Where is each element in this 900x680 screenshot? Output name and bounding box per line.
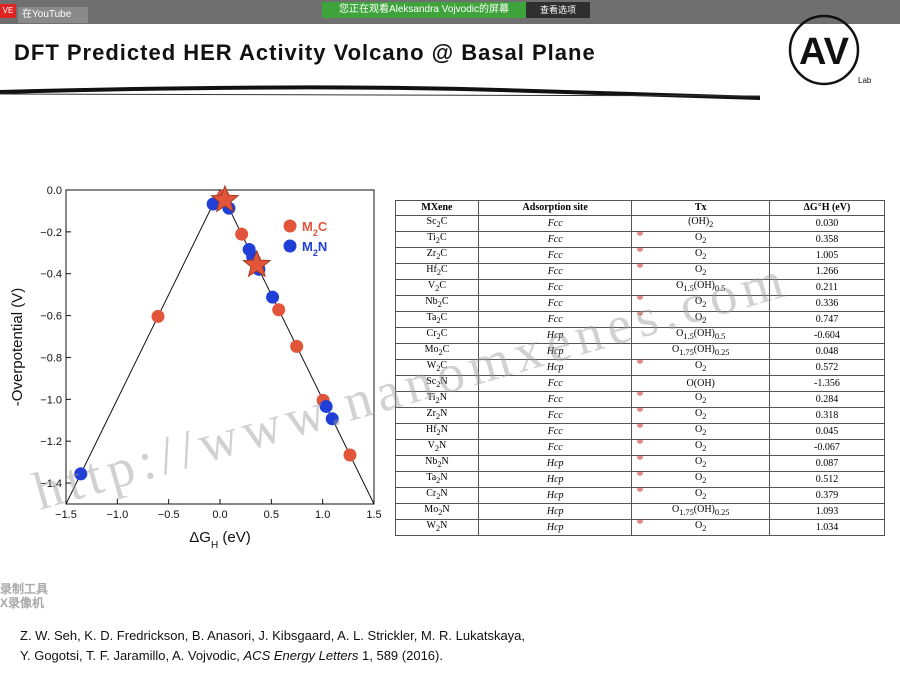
cell-dg: 0.087	[768, 455, 886, 472]
table-row: W2N Hcp * O2 1.034	[395, 517, 886, 536]
m2c-point	[343, 448, 357, 462]
x-tick-label: 0.0	[212, 509, 227, 521]
asterisk-mark: *	[636, 229, 644, 244]
asterisk-mark: *	[636, 469, 644, 484]
m2n-point	[266, 290, 280, 304]
asterisk-mark: *	[636, 517, 644, 532]
screen-share-banner: 您正在观看Aleksandra Vojvodic的屏幕	[322, 2, 526, 18]
table-row: Nb2C Fcc * O2 0.336	[395, 293, 886, 312]
legend-m2n-label: M2N	[302, 239, 327, 258]
x-tick-label: 1.5	[366, 509, 381, 521]
y-tick-label: −0.6	[40, 311, 62, 323]
y-tick-label: −1.2	[40, 436, 62, 448]
m2n-point	[325, 412, 339, 426]
table-row: Ti2C Fcc * O2 0.358	[395, 229, 886, 248]
m2c-point	[272, 303, 286, 317]
cell-mxene: Sc2C	[395, 215, 479, 232]
svg-text:AV: AV	[799, 31, 850, 73]
cell-tx: * O2	[631, 421, 770, 440]
table-row: Hf2C Fcc * O2 1.266	[395, 261, 886, 280]
m2n-point	[319, 399, 333, 413]
table-row: Sc2N Fcc O(OH) -1.356	[395, 375, 886, 392]
asterisk-mark: *	[636, 293, 644, 308]
asterisk-mark: *	[636, 405, 644, 420]
y-tick-label: −0.2	[40, 227, 62, 239]
legend-m2c-label: M2C	[302, 219, 328, 238]
asterisk-mark: *	[636, 261, 644, 276]
citation-authors: Z. W. Seh, K. D. Fredrickson, B. Anasori…	[20, 628, 526, 643]
asterisk-mark: *	[636, 245, 644, 260]
y-tick-label: −1.0	[40, 394, 62, 406]
cell-mxene: W2N	[395, 519, 479, 536]
asterisk-mark: *	[636, 357, 644, 372]
x-axis-label: ΔGH (eV)	[189, 529, 250, 550]
slide-title: DFT Predicted HER Activity Volcano @ Bas…	[14, 40, 596, 65]
y-tick-label: 0.0	[47, 185, 62, 197]
x-tick-label: 1.0	[315, 509, 330, 521]
legend-m2c-marker	[283, 219, 297, 233]
asterisk-mark: *	[636, 485, 644, 500]
cell-tx: * O2	[631, 309, 770, 328]
table-row: Ti2N Fcc * O2 0.284	[395, 389, 886, 408]
m2c-point	[151, 309, 165, 323]
citation-line2: Y. Gogotsi, T. F. Jaramillo, A. Vojvodic…	[20, 646, 525, 666]
av-lab-logo: AV	[788, 14, 860, 86]
m2n-point	[206, 197, 220, 211]
asterisk-mark: *	[636, 437, 644, 452]
screen-share-toolbar: VE 在YouTube 您正在观看Aleksandra Vojvodic的屏幕 …	[0, 0, 900, 24]
cell-mxene: Ti2C	[395, 231, 479, 248]
m2c-point	[290, 339, 304, 353]
cell-mxene: Mo2C	[395, 343, 479, 360]
watermark: http://www.nanomxenes.com	[27, 248, 796, 521]
table-row: Cr2C Hcp O1.5(OH)0.5 -0.604	[395, 327, 886, 344]
x-tick-label: −0.5	[158, 509, 180, 521]
record-tool-line2: X录像机	[0, 596, 45, 610]
asterisk-mark: *	[636, 421, 644, 436]
table-row: Hf2N Fcc * O2 0.045	[395, 421, 886, 440]
table-row: Mo2C Hcp O1.75(OH)0.25 0.048	[395, 343, 886, 360]
record-tool-overlay: 录制工具 X录像机	[0, 582, 48, 610]
y-axis-label: -Overpotential (V)	[9, 288, 26, 406]
star-marker	[242, 249, 272, 278]
citation-authors-2: Y. Gogotsi, T. F. Jaramillo, A. Vojvodic…	[20, 648, 244, 663]
citation-volume: 1, 589 (2016).	[358, 648, 443, 663]
y-tick-label: −0.8	[40, 352, 62, 364]
cell-tx: * O2	[631, 517, 770, 536]
cell-dg: 1.034	[768, 519, 886, 536]
x-tick-label: −1.0	[106, 509, 128, 521]
table-row: Sc2C Fcc (OH)2 0.030	[395, 215, 886, 232]
svg-text:http://www.nanomxenes.com: http://www.nanomxenes.com	[27, 248, 796, 521]
cell-tx: O1.75(OH)0.25	[631, 343, 770, 360]
volcano-chart: −1.5 −1.0 −0.5 0.0 0.5 1.0 1.5 0.0 −0.2 −0.4 −0.6 −…	[9, 184, 382, 550]
title-underline	[0, 85, 760, 100]
citation: Z. W. Seh, K. D. Fredrickson, B. Anasori…	[20, 626, 525, 666]
legend-m2n-marker	[283, 239, 297, 253]
cell-mxene: Cr2C	[395, 327, 479, 344]
cell-mxene: Nb2C	[395, 295, 479, 312]
asterisk-mark: *	[636, 453, 644, 468]
cell-mxene: Zr2N	[395, 407, 479, 424]
m2n-point	[74, 467, 88, 481]
asterisk-mark: *	[636, 309, 644, 324]
view-options-button[interactable]: 查看选项	[526, 2, 590, 18]
table-row: Zr2N Fcc * O2 0.318	[395, 405, 886, 424]
x-tick-label: −1.5	[55, 509, 77, 521]
cell-mxene: V2C	[395, 279, 479, 296]
star-marker	[210, 184, 240, 213]
x-tick-label: 0.5	[264, 509, 279, 521]
logo-lab-label: Lab	[858, 76, 872, 85]
m2c-point	[235, 227, 249, 241]
y-tick-label: −0.4	[40, 269, 62, 281]
asterisk-mark: *	[636, 389, 644, 404]
citation-journal: ACS Energy Letters	[243, 648, 359, 663]
record-tool-line1: 录制工具	[0, 582, 49, 596]
live-badge: VE	[0, 4, 16, 18]
y-tick-label: −1.4	[40, 478, 62, 490]
mxene-table: MXene Adsorption site Tx ΔG°H (eV) Sc2C F…	[395, 200, 886, 536]
youtube-button[interactable]: 在YouTube	[18, 7, 88, 23]
